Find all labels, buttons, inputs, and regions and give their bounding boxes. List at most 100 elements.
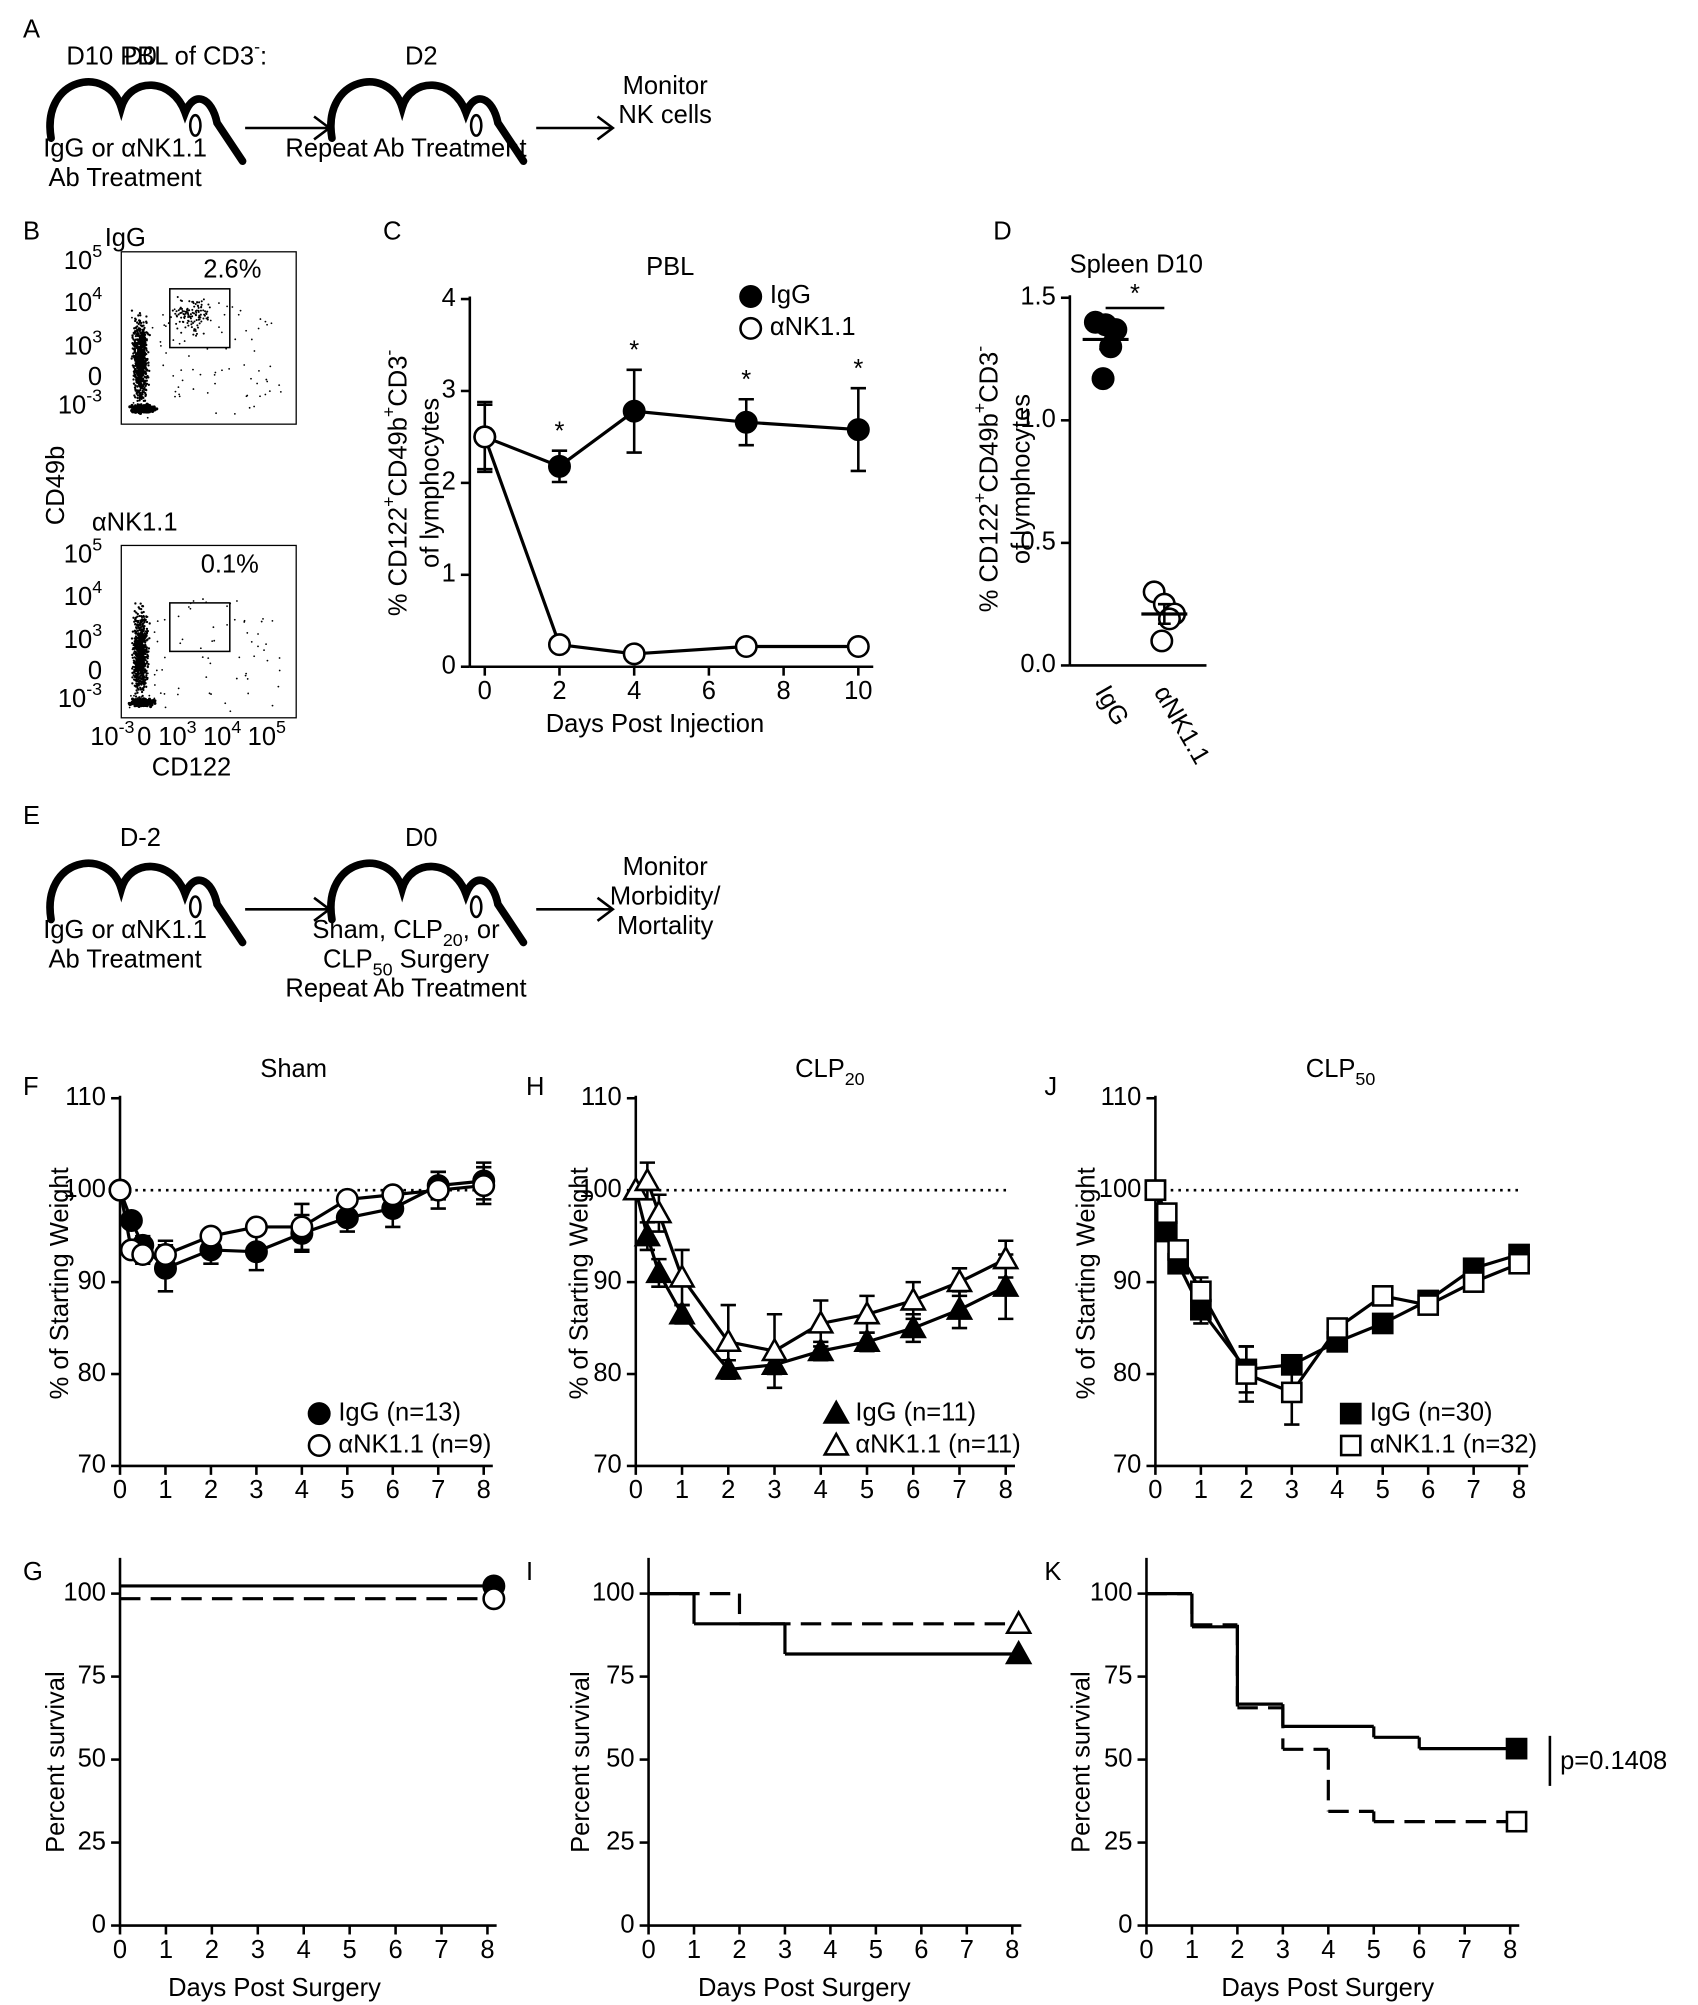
event-dot — [136, 328, 139, 331]
event-dot — [183, 340, 186, 342]
event-dot — [138, 628, 142, 632]
flow-y-tick-label-part: 10 — [64, 583, 92, 611]
legend-marker — [307, 1434, 331, 1458]
event-dot — [148, 694, 151, 697]
event-dot — [138, 638, 141, 641]
event-dot — [223, 313, 226, 316]
event-dot — [248, 406, 251, 409]
event-dot — [133, 702, 136, 704]
y-axis-label-part: + — [969, 493, 989, 503]
event-dot — [140, 674, 143, 677]
event-dot — [138, 346, 141, 349]
event-dot — [134, 369, 137, 372]
event-dot — [147, 662, 150, 666]
y-axis-label-part: % CD122 — [975, 503, 1003, 612]
flow-x-tick-label: 0 — [137, 723, 151, 751]
event-dot — [144, 367, 147, 370]
flow-y-tick-label-part: 10 — [58, 685, 86, 713]
event-dot — [145, 315, 148, 318]
event-dot — [135, 676, 139, 679]
event-dot — [146, 615, 149, 618]
flow-y-tick-label-part: 3 — [92, 326, 102, 346]
x-tick-label: 6 — [702, 677, 716, 705]
event-dot — [141, 389, 144, 392]
x-tick-label: 2 — [1230, 1936, 1244, 1964]
event-dot — [132, 382, 136, 385]
event-dot — [130, 357, 133, 360]
event-dot — [134, 661, 138, 664]
event-dot — [197, 310, 200, 313]
event-dot — [214, 371, 217, 374]
event-dot — [147, 361, 150, 364]
event-dot — [205, 676, 208, 679]
event-dot — [136, 629, 140, 632]
step-text: Ab Treatment — [49, 164, 202, 192]
event-dot — [140, 615, 144, 619]
y-axis-label-part: CD3 — [384, 356, 412, 407]
event-dot — [244, 674, 247, 677]
x-tick-label: 0 — [1148, 1476, 1162, 1504]
significance: * — [555, 418, 565, 446]
flow-x-tick-label: 10-3 — [90, 717, 134, 751]
y-tick-label: 70 — [593, 1451, 621, 1479]
x-tick-label: 1 — [687, 1936, 701, 1964]
event-dot — [142, 674, 145, 678]
event-dot — [134, 384, 137, 387]
marker — [1371, 1312, 1394, 1335]
flow-title-part: D10 PBL of CD3 — [66, 42, 254, 70]
event-dot — [145, 349, 148, 352]
event-dot — [144, 702, 148, 706]
event-dot — [144, 678, 147, 682]
event-dot — [137, 624, 141, 627]
panel-letter: G — [23, 1558, 43, 1586]
x-tick-label: 2 — [552, 677, 566, 705]
event-dot — [138, 311, 142, 315]
event-dot — [147, 383, 151, 386]
event-dot — [264, 393, 267, 396]
event-dot — [172, 374, 175, 377]
event-dot — [187, 324, 190, 327]
event-dot — [132, 616, 135, 619]
event-dot — [142, 337, 146, 340]
marker — [482, 1587, 506, 1611]
event-dot — [174, 395, 176, 398]
event-dot — [139, 321, 143, 325]
event-dot — [141, 665, 144, 668]
y-tick-label: 90 — [78, 1267, 106, 1295]
x-tick-label: 8 — [1005, 1936, 1019, 1964]
x-tick-label: 0 — [478, 677, 492, 705]
event-dot — [151, 326, 154, 329]
event-dot — [130, 309, 134, 312]
legend-label: αNK1.1 — [770, 313, 856, 341]
event-dot — [136, 644, 139, 648]
x-tick-label: 1 — [675, 1476, 689, 1504]
panel-letter: C — [383, 217, 401, 245]
marker — [1190, 1280, 1212, 1303]
event-dot — [139, 643, 142, 646]
event-dot — [139, 391, 142, 395]
event-dot — [137, 407, 142, 412]
event-dot — [174, 390, 177, 393]
x-tick-label: 8 — [480, 1936, 494, 1964]
event-dot — [195, 334, 198, 337]
event-dot — [130, 694, 132, 697]
event-dot — [209, 319, 212, 322]
significance: * — [629, 337, 639, 365]
marker — [807, 1309, 835, 1334]
x-tick-label: 5 — [343, 1936, 357, 1964]
step-text: Repeat Ab Treatment — [285, 134, 526, 162]
event-dot — [127, 701, 131, 705]
event-dot — [202, 317, 205, 320]
event-dot — [139, 659, 143, 663]
marker — [1144, 1179, 1167, 1202]
legend-marker — [307, 1402, 331, 1426]
event-dot — [138, 327, 142, 330]
end-text: Monitor — [623, 72, 709, 100]
event-dot — [239, 309, 242, 312]
event-dot — [231, 306, 234, 308]
event-dot — [139, 359, 142, 362]
event-dot — [134, 619, 137, 623]
event-dot — [138, 669, 142, 672]
event-dot — [134, 396, 137, 399]
event-dot — [266, 659, 269, 662]
